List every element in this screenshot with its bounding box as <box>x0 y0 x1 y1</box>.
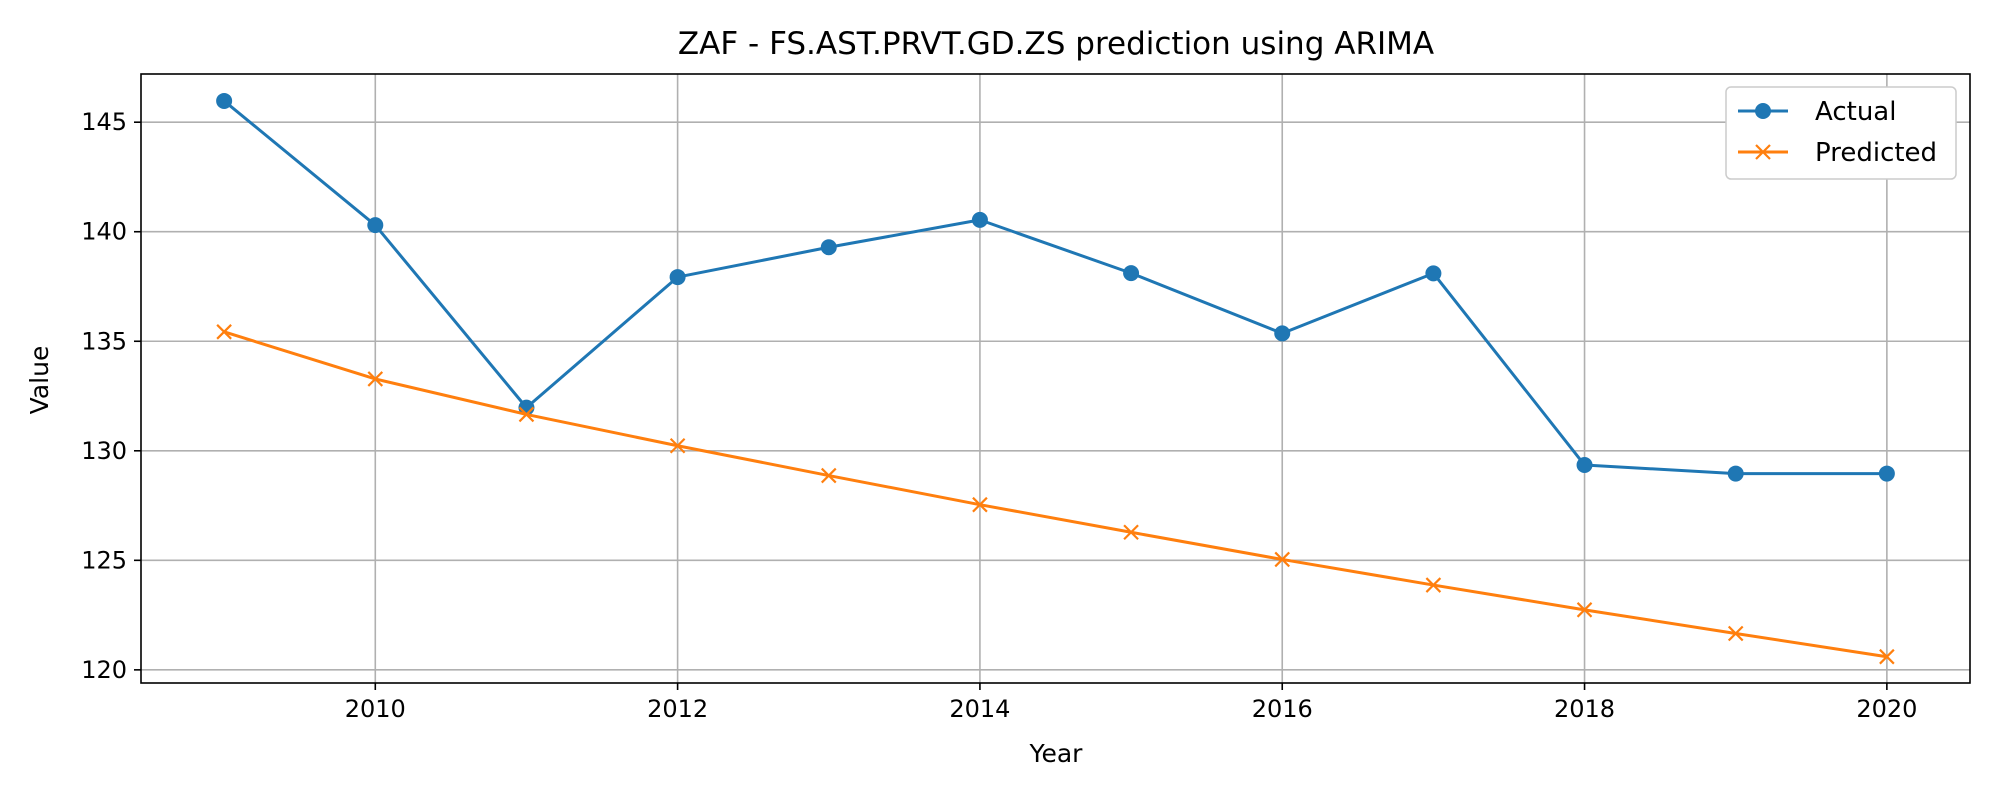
marker-stroke <box>1123 524 1139 541</box>
legend-label: Actual <box>1815 97 1896 127</box>
y-tick-label: 145 <box>81 108 127 136</box>
x-tick-label: 2016 <box>1252 695 1313 723</box>
marker-stroke <box>367 371 384 387</box>
predicted-point <box>1274 551 1291 568</box>
actual-point <box>1425 265 1442 282</box>
marker-stroke <box>216 324 232 340</box>
actual-point <box>216 92 233 109</box>
x-tick-label: 2018 <box>1554 695 1615 723</box>
legend: Actual Predicted <box>1725 86 1957 180</box>
legend-swatch-marker <box>1755 103 1771 119</box>
y-axis-label: Value <box>25 346 54 415</box>
predicted-point <box>1879 648 1895 665</box>
marker-stroke <box>1727 625 1744 642</box>
x-axis-label: Year <box>1029 739 1084 768</box>
marker-stroke <box>1576 602 1593 618</box>
x-tick-label: 2012 <box>647 695 708 723</box>
legend-swatch-marker <box>1755 144 1771 160</box>
predicted-point <box>1425 577 1442 593</box>
y-tick-label: 140 <box>81 218 127 246</box>
marker-stroke <box>1879 648 1895 665</box>
y-tick-label: 125 <box>81 546 127 574</box>
marker-stroke <box>669 437 686 454</box>
marker-stroke <box>1274 551 1291 568</box>
actual-point <box>971 211 988 228</box>
actual-point <box>1878 465 1895 482</box>
actual-point <box>1274 325 1291 342</box>
predicted-point <box>367 371 384 387</box>
predicted-point <box>518 406 535 423</box>
predicted-point <box>669 437 686 454</box>
y-tick-label: 135 <box>81 327 127 355</box>
predicted-point <box>820 467 837 484</box>
series-predicted <box>216 324 1895 665</box>
marker-stroke <box>1755 144 1771 160</box>
actual-point <box>1727 465 1744 482</box>
predicted-line <box>223 330 1888 659</box>
legend-entry-actual: Actual <box>1738 97 1896 127</box>
marker-stroke <box>1425 577 1442 593</box>
marker-stroke <box>820 467 837 484</box>
plot-frame <box>140 73 1971 684</box>
y-tick-label: 120 <box>81 656 127 684</box>
legend-label: Predicted <box>1815 138 1937 168</box>
x-tick-label: 2010 <box>345 695 406 723</box>
chart-title: ZAF - FS.AST.PRVT.GD.ZS prediction using… <box>678 26 1434 62</box>
predicted-point <box>216 324 232 340</box>
legend-entry-predicted: Predicted <box>1738 138 1937 168</box>
actual-point <box>820 239 837 256</box>
x-tick-label: 2014 <box>949 695 1010 723</box>
axis-ticks: 2010 2012 2014 2016 2018 2020 120 125 130 135 140 1… <box>81 108 1917 723</box>
predicted-point <box>972 496 988 513</box>
series-layer <box>216 92 1895 665</box>
actual-point <box>1576 457 1593 474</box>
marker-stroke <box>972 496 988 513</box>
predicted-point <box>1576 602 1593 618</box>
marker-stroke <box>518 406 535 423</box>
actual-point <box>669 269 686 286</box>
predicted-point <box>1727 625 1744 642</box>
predicted-point <box>1123 524 1139 541</box>
actual-line <box>223 99 1887 476</box>
actual-point <box>367 217 384 234</box>
x-tick-label: 2020 <box>1856 695 1917 723</box>
actual-point <box>1123 265 1140 282</box>
y-tick-label: 130 <box>81 437 127 465</box>
legend-items: Actual Predicted <box>1738 97 1937 168</box>
